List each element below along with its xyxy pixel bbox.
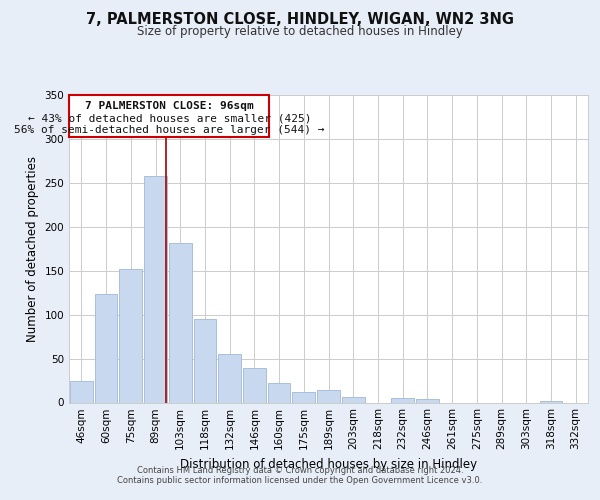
Y-axis label: Number of detached properties: Number of detached properties <box>26 156 39 342</box>
Text: Contains HM Land Registry data © Crown copyright and database right 2024.: Contains HM Land Registry data © Crown c… <box>137 466 463 475</box>
FancyBboxPatch shape <box>70 95 269 137</box>
Bar <box>243 368 266 402</box>
Text: 7 PALMERSTON CLOSE: 96sqm: 7 PALMERSTON CLOSE: 96sqm <box>85 101 254 111</box>
Text: Size of property relative to detached houses in Hindley: Size of property relative to detached ho… <box>137 25 463 38</box>
Text: 7, PALMERSTON CLOSE, HINDLEY, WIGAN, WN2 3NG: 7, PALMERSTON CLOSE, HINDLEY, WIGAN, WN2… <box>86 12 514 28</box>
Bar <box>292 392 315 402</box>
Text: 56% of semi-detached houses are larger (544) →: 56% of semi-detached houses are larger (… <box>14 125 325 135</box>
Bar <box>391 398 414 402</box>
Bar <box>119 269 142 402</box>
Bar <box>539 400 562 402</box>
Bar <box>194 319 216 402</box>
X-axis label: Distribution of detached houses by size in Hindley: Distribution of detached houses by size … <box>180 458 477 471</box>
Text: Contains public sector information licensed under the Open Government Licence v3: Contains public sector information licen… <box>118 476 482 485</box>
Bar <box>342 397 365 402</box>
Bar <box>416 399 439 402</box>
Bar <box>218 354 241 403</box>
Bar <box>268 383 290 402</box>
Bar <box>144 176 167 402</box>
Text: ← 43% of detached houses are smaller (425): ← 43% of detached houses are smaller (42… <box>28 114 311 124</box>
Bar <box>70 380 93 402</box>
Bar <box>169 244 191 402</box>
Bar <box>317 390 340 402</box>
Bar <box>95 294 118 403</box>
